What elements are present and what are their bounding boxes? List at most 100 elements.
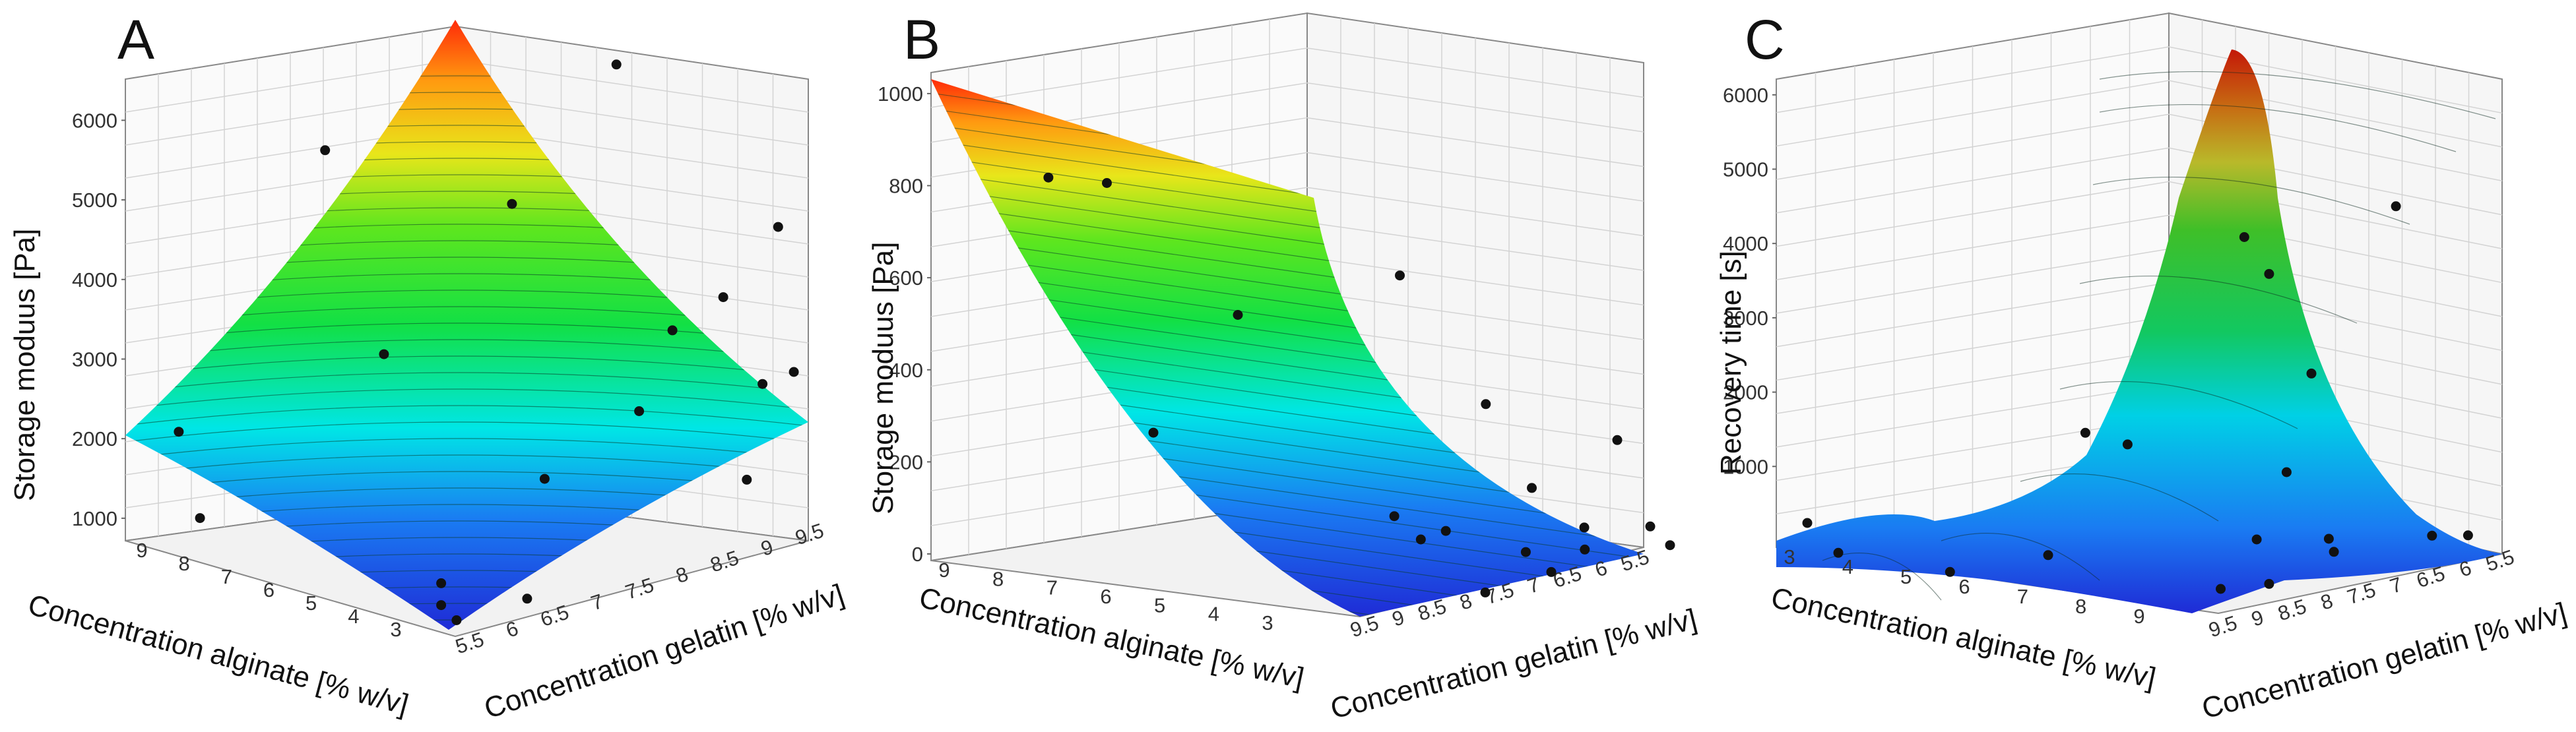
z-tick-label: 0: [912, 543, 923, 566]
contour-line: [125, 405, 808, 429]
x-tick-label: 8: [179, 552, 190, 575]
z-axis-title-c: Recovery time [s]: [1717, 251, 1747, 475]
data-point: [2216, 584, 2226, 594]
z-tick-label: 3000: [72, 348, 117, 371]
data-point: [1579, 522, 1590, 533]
y-tick-label: 9.5: [2206, 611, 2240, 642]
data-point: [2329, 547, 2339, 557]
contour-line: [2079, 275, 2358, 324]
data-point: [1527, 483, 1537, 493]
data-point: [2080, 427, 2090, 438]
data-point: [789, 367, 799, 377]
z-axis-title-a: Storage moduus [Pa]: [9, 229, 41, 501]
grid-line-h: [1776, 113, 2503, 182]
x-tick-label: 8: [992, 567, 1004, 590]
data-point: [1480, 587, 1491, 597]
x-tick-label: 4: [1208, 603, 1219, 626]
grid-line-h: [1776, 80, 2503, 148]
x-tick-label: 3: [1784, 545, 1795, 568]
data-point: [757, 379, 768, 389]
data-point: [1665, 540, 1675, 551]
x-axis-title-c: Concentration alginate [% w/v]: [1768, 582, 2159, 694]
x-tick-label: 7: [2017, 585, 2028, 608]
panel-letter-b: B: [903, 9, 941, 71]
grid-line-h: [1776, 46, 2503, 114]
contour-line: [2059, 381, 2298, 429]
z-tick-label: 600: [889, 266, 923, 290]
data-point: [1148, 427, 1159, 438]
z-tick-label: 4000: [1723, 232, 1768, 255]
data-point: [634, 406, 645, 416]
contour-line: [1941, 532, 2100, 581]
z-ticks-a: 1000 2000 3000 4000 5000 6000: [72, 109, 125, 530]
y-tick-label: 9: [2249, 605, 2267, 631]
data-point: [2427, 530, 2437, 541]
x-tick-label: 4: [348, 605, 359, 628]
y-tick-label: 9: [1389, 605, 1407, 631]
contour-line: [125, 372, 808, 396]
x-tick-label: 7: [1046, 576, 1058, 599]
contour-line: [125, 388, 808, 413]
data-point: [1580, 544, 1590, 555]
data-point: [2323, 534, 2334, 544]
z-axis-title-b: Storage moduus [Pa]: [867, 242, 899, 514]
y-tick-label: 8: [1457, 589, 1475, 615]
data-point: [1546, 566, 1557, 577]
y-tick-label: 8: [2318, 589, 2336, 615]
data-point: [1833, 547, 1844, 558]
data-point: [1389, 511, 1400, 522]
z-tick-label: 2000: [1723, 381, 1768, 404]
z-tick-label: 200: [889, 450, 923, 473]
z-tick-label: 4000: [72, 268, 117, 291]
data-point: [2122, 439, 2133, 450]
data-point: [1440, 526, 1451, 536]
contour-line: [2020, 473, 2219, 522]
data-point: [2043, 550, 2053, 561]
x-tick-label: 5: [1900, 565, 1912, 588]
x-ticks-b: 9 8 7 6 5 4 3: [938, 559, 1273, 634]
z-tick-label: 5000: [1723, 158, 1768, 181]
z-tick-label: 400: [889, 359, 923, 382]
grid-line-h: [1776, 214, 2503, 284]
chart-panel-c: C 1000 2000 3000 4000 5000 6000 3 4 5 6 7 8 9 9.5 9 8…: [1717, 0, 2575, 732]
data-point: [1102, 178, 1112, 188]
z-tick-label: 1000: [1723, 455, 1768, 478]
data-point: [1520, 547, 1531, 557]
x-tick-label: 6: [1100, 585, 1111, 608]
x-tick-label: 8: [2075, 595, 2086, 618]
data-point: [2306, 368, 2317, 379]
contour-line: [2092, 177, 2410, 225]
data-points-b: [1043, 172, 1675, 597]
x-tick-label: 9: [136, 539, 147, 562]
z-tick-label: 800: [889, 175, 923, 198]
data-points-a: [174, 59, 799, 625]
data-point: [773, 222, 783, 232]
data-point: [522, 594, 532, 604]
data-point: [451, 615, 462, 625]
response-surface-c: [1776, 49, 2502, 613]
data-point: [1395, 270, 1405, 281]
response-surface-a: [125, 20, 808, 630]
z-tick-label: 6000: [72, 109, 117, 132]
y-tick-label: 7: [2387, 572, 2405, 598]
data-point: [1415, 534, 1426, 545]
panel-letter-a: A: [117, 9, 155, 71]
z-tick-label: 5000: [72, 189, 117, 212]
contour-line: [2099, 104, 2457, 152]
grid-line-h: [1776, 181, 2503, 249]
z-ticks-b: 0 200 400 600 800 1000: [878, 82, 931, 566]
panel-letter-c: C: [1745, 9, 1785, 71]
x-tick-label: 6: [263, 578, 274, 601]
data-point: [611, 59, 622, 70]
z-tick-label: 1000: [72, 507, 117, 530]
data-point: [2239, 232, 2249, 242]
x-tick-label: 7: [221, 565, 232, 588]
data-point: [1645, 521, 1656, 532]
x-tick-label: 3: [1262, 611, 1273, 634]
data-point: [1802, 518, 1813, 528]
data-points-c: [1802, 201, 2473, 594]
